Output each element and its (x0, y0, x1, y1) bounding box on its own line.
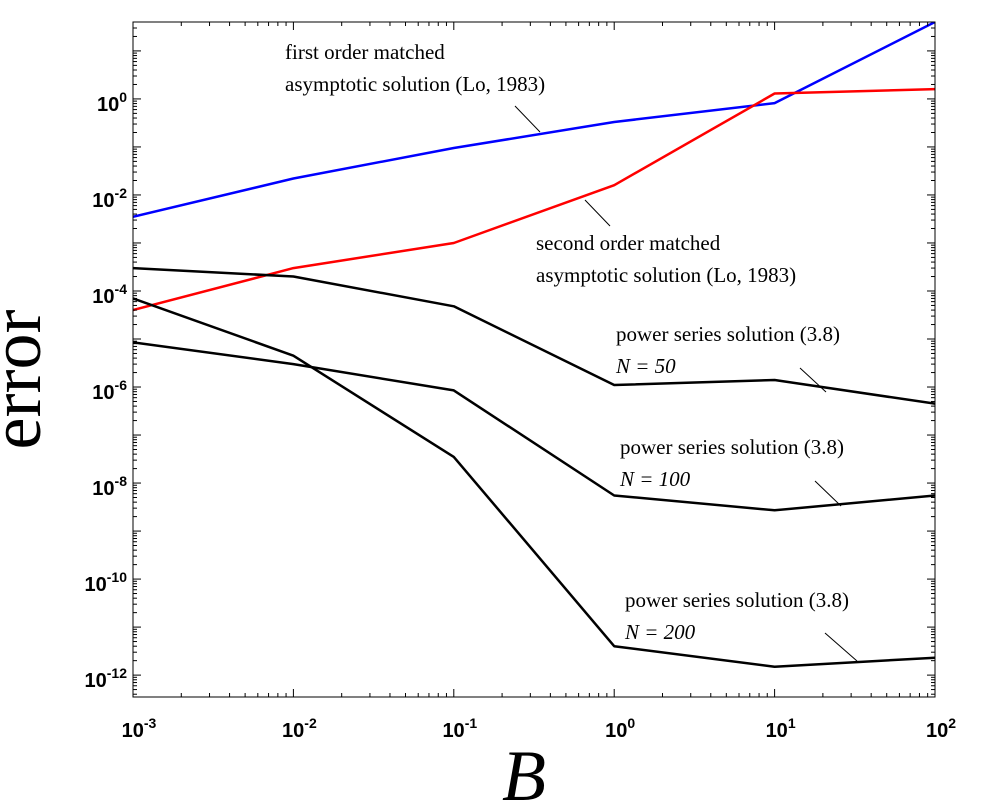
x-tick-label: 10-3 (122, 715, 157, 742)
y-axis-label: error (0, 310, 56, 450)
series-line-1 (133, 22, 935, 219)
x-tick-label: 10-1 (442, 715, 477, 742)
x-tick-label: 101 (766, 715, 796, 742)
leader-second-order (584, 199, 611, 227)
series-line-4 (133, 341, 935, 512)
series-line-2 (133, 87, 935, 312)
annotation-n100: power series solution (3.8) N = 100 (619, 435, 849, 491)
tick-marks (132, 21, 936, 697)
leader-n100 (814, 480, 842, 507)
annotation-first-order: first order matched asymptotic solution … (285, 40, 545, 96)
x-tick-label: 102 (926, 715, 956, 742)
leader-n200 (824, 632, 858, 662)
y-tick-label: 10-2 (92, 185, 127, 212)
series-group (133, 22, 935, 668)
plot-frame (132, 21, 936, 698)
x-axis-label: B (502, 736, 546, 811)
annotation-n50: power series solution (3.8) N = 50 (615, 322, 845, 378)
y-tick-label: 10-6 (92, 377, 127, 404)
leader-n50 (799, 367, 827, 393)
y-tick-label: 10-12 (85, 665, 128, 692)
y-tick-label: 10-10 (85, 569, 128, 596)
y-tick-label: 10-4 (92, 281, 127, 308)
x-tick-label: 100 (605, 715, 635, 742)
x-tick-label: 10-2 (282, 715, 317, 742)
y-tick-label: 100 (97, 89, 127, 116)
y-tick-label: 10-8 (92, 473, 127, 500)
series-line-3 (133, 266, 935, 405)
leader-first-order (514, 105, 541, 133)
series-line-5 (133, 297, 935, 668)
annotation-n200: power series solution (3.8) N = 200 (624, 588, 854, 644)
annotation-second-order: second order matched asymptotic solution… (536, 231, 796, 287)
